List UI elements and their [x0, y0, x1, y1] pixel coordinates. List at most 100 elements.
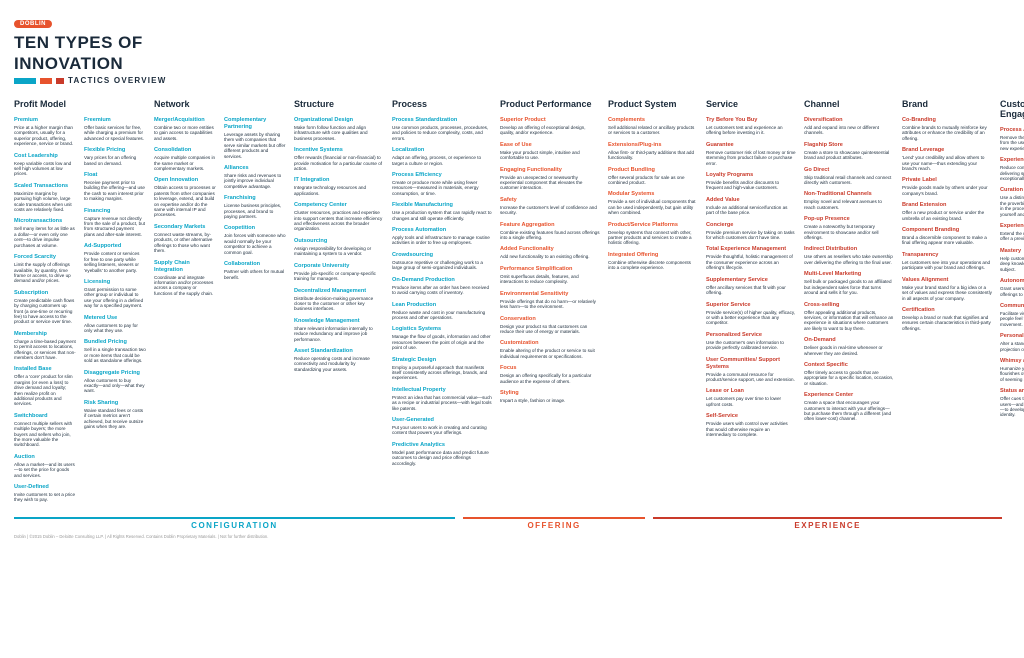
tactic-item: Engaging FunctionalityProvide an unexpec… [500, 167, 600, 191]
tactic-desc: Employ novel and relevant avenues to rea… [804, 199, 894, 210]
tactic-item: Strategic DesignEmploy a purposeful appr… [392, 357, 492, 381]
tactic-item: Supply Chain IntegrationCoordinate and i… [154, 260, 216, 297]
tactic-item: Whimsy and PersonalityHumanize your offe… [1000, 358, 1024, 382]
tactic-desc: Use the customer's own information to pr… [706, 340, 796, 351]
tactic-desc: Keep variable costs low and sell high vo… [14, 161, 76, 177]
tactic-title: Personalization [1000, 333, 1024, 340]
tactic-item: Supplementary ServiceOffer ancillary ser… [706, 277, 796, 296]
tactic-title: Product/Service Platforms [608, 222, 698, 229]
tactic-title: Merger/Acquisition [154, 117, 216, 124]
tactic-desc: Reduce complexity and focus on deliverin… [1000, 165, 1024, 181]
group-bars: CONFIGURATIONOFFERINGEXPERIENCE [14, 517, 1010, 530]
tactic-desc: Waive standard fees or costs if certain … [84, 408, 146, 430]
tactic-desc: Offer appealing additional products, ser… [804, 310, 894, 332]
category-heading: Profit Model [14, 99, 146, 109]
tactic-title: Diversification [804, 117, 894, 124]
tactic-item: FreemiumOffer basic services for free, w… [84, 117, 146, 141]
tactic-desc: Put your users to work in creating and c… [392, 425, 492, 436]
tactic-title: Crowdsourcing [392, 252, 492, 259]
tactic-desc: Offer ancillary services that fit with y… [706, 285, 796, 296]
tactic-item: Pop-up PresenceCreate a noteworthy but t… [804, 216, 894, 240]
category-column: Structure Organizational DesignMake form … [294, 99, 384, 509]
tactic-desc: Let customers pay over time to lower upf… [706, 396, 796, 407]
tactic-desc: Offer timely access to goods that are ap… [804, 370, 894, 386]
category-column: ChannelDiversificationAdd and expand int… [804, 99, 894, 509]
tactic-desc: Share relevant information internally to… [294, 326, 384, 342]
tactic-title: Curation [1000, 187, 1024, 194]
category-column: ServiceTry Before You BuyLet customers t… [706, 99, 796, 509]
tactic-desc: Maximize margins by pursuing high volume… [14, 191, 76, 213]
tactic-item: ConsolidationAcquire multiple companies … [154, 147, 216, 171]
tactic-desc: Acquire multiple companies in the same m… [154, 155, 216, 171]
tactic-title: Installed Base [14, 366, 76, 373]
tactic-desc: Omit superfluous details, features, and … [500, 274, 600, 285]
tactic-desc: Protect an idea that has commercial valu… [392, 395, 492, 411]
tactic-item: CollaborationPartner with others for mut… [224, 261, 286, 280]
tactic-desc: Provide a set of individual components t… [608, 199, 698, 215]
tactic-desc: Provide benefits and/or discounts to fre… [706, 180, 796, 191]
brand-badge: DOBLIN [14, 20, 52, 28]
tactic-desc: Remove the burden of repetitive tasks fr… [1000, 135, 1024, 151]
tactic-desc: Allow customers to pay for only what the… [84, 323, 146, 334]
tactic-desc: Alter a standard offering to allow the p… [1000, 341, 1024, 352]
footer-copyright: Doblin | ©2015 Doblin – Deloitte Consult… [14, 534, 1010, 539]
subtitle: TACTICS OVERVIEW [68, 76, 166, 85]
tactic-desc: Combine two or more entities to gain acc… [154, 125, 216, 141]
tactic-desc: Grant users the power to use your offeri… [1000, 286, 1024, 297]
tactic-desc: Design an offering specifically for a pa… [500, 373, 600, 384]
tactic-item: Extensions/Plug-insAllow first- or third… [608, 142, 698, 161]
tactic-desc: Connect waste streams, by-products, or o… [154, 232, 216, 254]
tactic-title: Multi-Level Marketing [804, 271, 894, 278]
tactic-title: Extensions/Plug-ins [608, 142, 698, 149]
tactic-desc: Combine otherwise discrete components in… [608, 260, 698, 271]
tactic-item: Asset StandardizationReduce operating co… [294, 348, 384, 372]
item-list: Organizational DesignMake form follow fu… [294, 117, 384, 372]
category-heading: Structure [294, 99, 384, 109]
tactic-title: Integrated Offering [608, 252, 698, 259]
tactic-title: Incentive Systems [294, 147, 384, 154]
subtitle-row: TACTICS OVERVIEW [14, 76, 1010, 85]
tactic-title: Strategic Design [392, 357, 492, 364]
tactic-item: Bundled PricingSell in a single transact… [84, 339, 146, 363]
tactic-desc: Provide job-specific or company-specific… [294, 271, 384, 282]
tactic-title: Superior Product [500, 117, 600, 124]
tactic-desc: Make your product simple, intuitive and … [500, 150, 600, 161]
tactic-item: Flagship StoreCreate a store to showcase… [804, 142, 894, 161]
tactic-title: Decentralized Management [294, 288, 384, 295]
tactic-title: Float [84, 172, 146, 179]
tactic-title: Experience Enabling [1000, 223, 1024, 230]
tactic-desc: Develop systems that connect with other,… [608, 230, 698, 246]
tactic-desc: Share risks and revenues to jointly impr… [224, 173, 286, 189]
tactic-title: Financing [84, 208, 146, 215]
tactic-item: Cross-sellingOffer appealing additional … [804, 302, 894, 332]
tactic-item: Private LabelProvide goods made by other… [902, 177, 992, 196]
tactic-title: Component Branding [902, 227, 992, 234]
tactic-item: MicrotransactionsSell many items for as … [14, 218, 76, 248]
tactic-title: Go Direct [804, 167, 894, 174]
item-list: Process StandardizationUse common produc… [392, 117, 492, 466]
tactic-item: Environmental SensitivityProvide offerin… [500, 291, 600, 310]
tactic-title: Transparency [902, 252, 992, 259]
tactic-desc: Enable altering of the product or servic… [500, 348, 600, 359]
tactic-desc: Develop an offering of exceptional desig… [500, 125, 600, 136]
tactic-item: GuaranteeRemove customer risk of lost mo… [706, 142, 796, 166]
category-column: NetworkMerger/AcquisitionCombine two or … [154, 99, 286, 509]
tactic-desc: Offer cues that confer meaning, allowing… [1000, 396, 1024, 418]
tactic-item: LocalizationAdapt an offering, process, … [392, 147, 492, 166]
item-list: Co-BrandingCombine brands to mutually re… [902, 117, 992, 331]
tactic-item: Metered UseAllow customers to pay for on… [84, 315, 146, 334]
tactic-desc: Create a store to showcase quintessentia… [804, 150, 894, 161]
tactic-item: FranchisingLicense business principles, … [224, 195, 286, 219]
tactic-item: On-DemandDeliver goods in real-time when… [804, 337, 894, 356]
tactic-item: Status and RecognitionOffer cues that co… [1000, 388, 1024, 418]
tactic-item: Risk SharingWaive standard fees or costs… [84, 400, 146, 430]
tactic-item: Intellectual PropertyProtect an idea tha… [392, 387, 492, 411]
tactic-title: Corporate University [294, 263, 384, 270]
page-title-line2: INNOVATION [14, 55, 1010, 72]
tactic-item: CertificationDevelop a brand or mark tha… [902, 307, 992, 331]
tactic-title: Focus [500, 365, 600, 372]
tactic-title: Try Before You Buy [706, 117, 796, 124]
tactic-desc: Develop a brand or mark that signifies a… [902, 315, 992, 331]
tactic-title: Whimsy and Personality [1000, 358, 1024, 365]
tactic-item: Added FunctionalityAdd new functionality… [500, 246, 600, 259]
